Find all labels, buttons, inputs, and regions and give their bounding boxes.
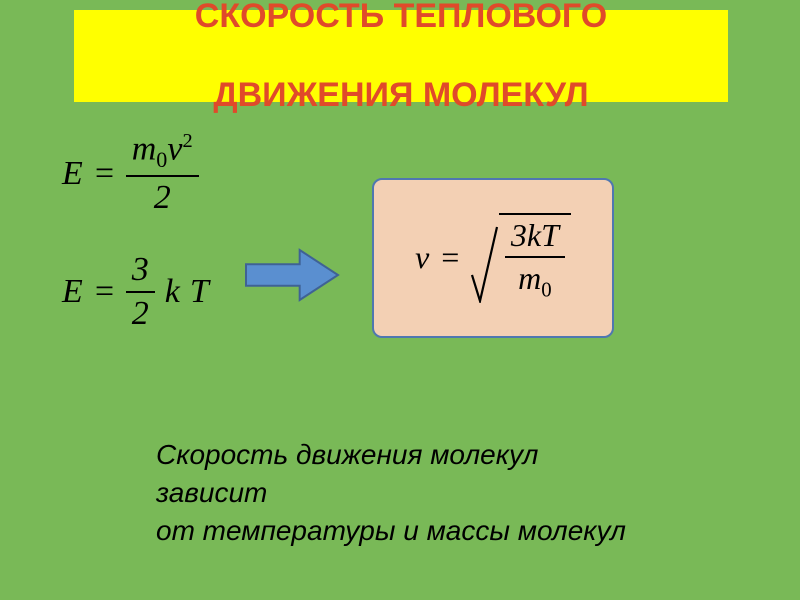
eq1-fraction: m0v2 2 [126, 130, 199, 217]
caption-line-2: зависит [156, 477, 267, 508]
vbox-denominator: m0 [505, 258, 565, 302]
vbox-fraction: 3kT m0 [505, 217, 565, 302]
formula-energy-thermal: E = 3 2 kT [62, 251, 209, 333]
formula-gap [62, 217, 209, 251]
vbox-sqrt: 3kT m0 [471, 213, 571, 302]
eq1-numerator: m0v2 [126, 130, 199, 177]
eq1-sub0: 0 [156, 147, 167, 172]
title-line-1: СКОРОСТЬ ТЕПЛОВОГО [74, 0, 728, 36]
vbox-numerator: 3kT [505, 217, 565, 258]
equals-sign: = [93, 273, 116, 311]
slide: СКОРОСТЬ ТЕПЛОВОГО ДВИЖЕНИЯ МОЛЕКУЛ E = … [0, 0, 800, 600]
caption-line-3: от температуры и массы молекул [156, 515, 626, 546]
caption-line-1: Скорость движения молекул [156, 439, 538, 470]
slide-title: СКОРОСТЬ ТЕПЛОВОГО ДВИЖЕНИЯ МОЛЕКУЛ [74, 10, 728, 102]
eq1-denominator: 2 [126, 177, 199, 217]
eq2-lhs: E [62, 273, 83, 311]
vbox-m: m [518, 260, 541, 296]
bottom-caption: Скорость движения молекул зависит от тем… [156, 436, 626, 549]
eq2-T: T [190, 273, 209, 311]
eq1-v: v [167, 130, 182, 167]
formula-group-left: E = m0v2 2 E = 3 2 kT [62, 130, 209, 333]
vbox-3: 3 [511, 217, 527, 253]
eq2-denominator: 2 [126, 293, 155, 333]
eq2-fraction: 3 2 [126, 251, 155, 333]
eq2-numerator: 3 [126, 251, 155, 293]
sqrt-icon [471, 213, 499, 302]
vbox-sub0: 0 [541, 279, 551, 302]
eq1-m: m [132, 130, 157, 167]
equals-sign: = [439, 239, 461, 276]
equals-sign: = [93, 155, 116, 193]
eq1-lhs: E [62, 155, 83, 193]
formula-box-velocity: v = 3kT m0 [372, 178, 614, 338]
vbox-T: T [541, 217, 559, 253]
formula-energy-kinetic: E = m0v2 2 [62, 130, 209, 217]
vbox-k: k [527, 217, 541, 253]
arrow-icon [244, 248, 340, 307]
vbox-lhs: v [415, 239, 429, 276]
title-line-2: ДВИЖЕНИЯ МОЛЕКУЛ [74, 76, 728, 115]
vbox-radicand: 3kT m0 [499, 213, 571, 302]
eq1-sup2: 2 [182, 130, 192, 152]
eq2-k: k [165, 273, 180, 311]
